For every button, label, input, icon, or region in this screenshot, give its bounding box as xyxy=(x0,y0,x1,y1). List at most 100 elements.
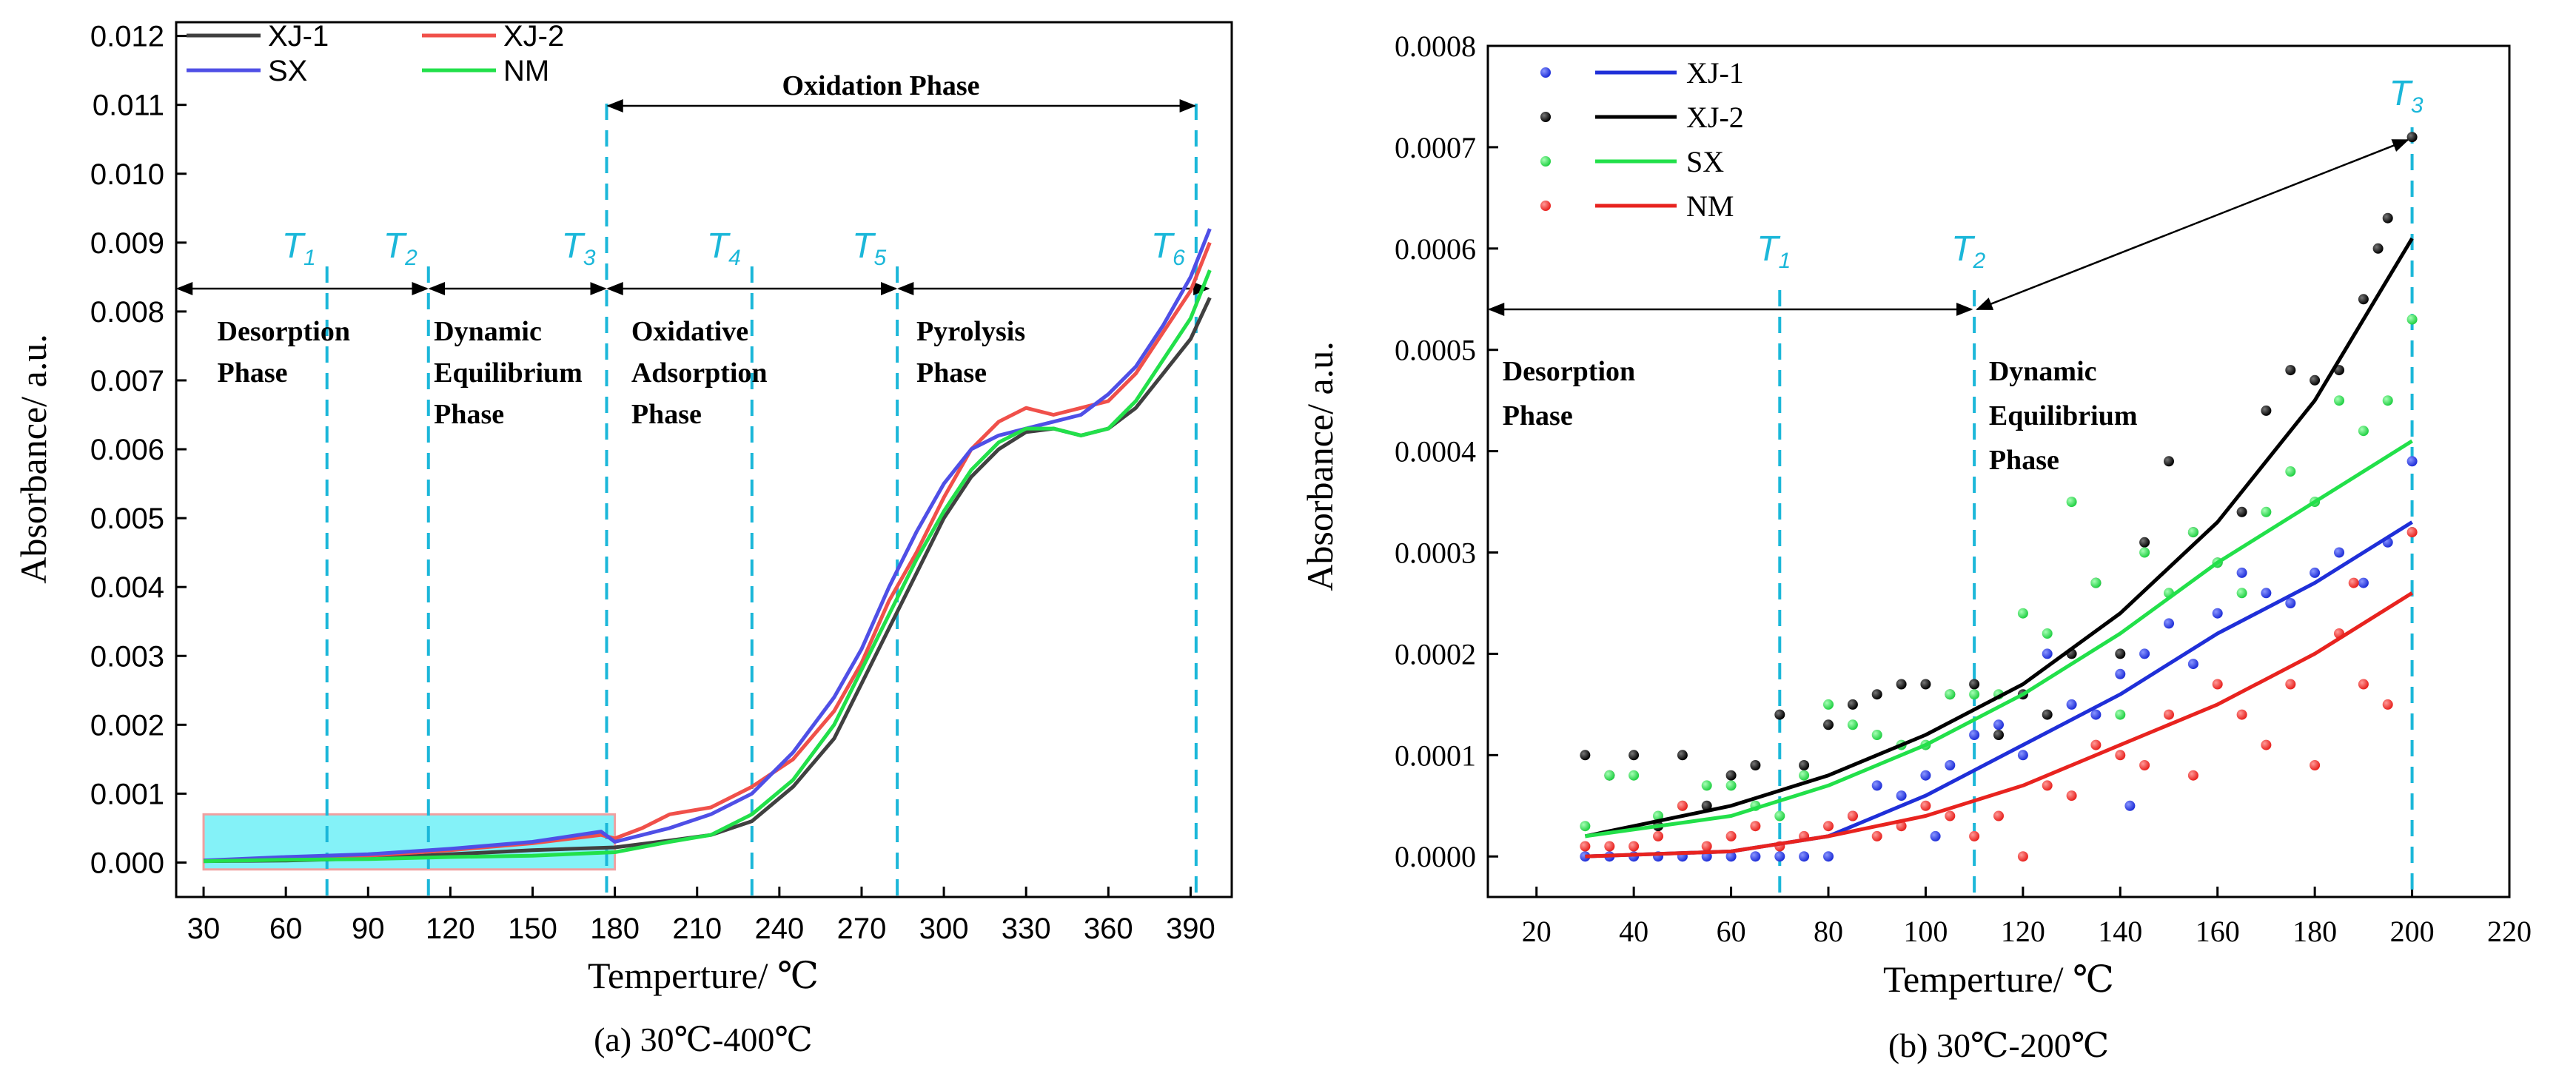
point-nm xyxy=(1993,810,2004,821)
panel-a-x-axis: 30 60 90 120 150 180 210 240 270 300 330 360 390 xyxy=(187,887,1215,945)
point-sx xyxy=(2042,628,2053,639)
y-tick-label: 0.0005 xyxy=(1395,334,1476,367)
y-tick-label: 0.009 xyxy=(90,227,164,260)
y-tick-label: 0.0004 xyxy=(1395,435,1476,468)
point-xj-1 xyxy=(2212,608,2223,619)
phase-label: Phase xyxy=(218,357,288,389)
point-sx xyxy=(1774,810,1785,821)
x-tick-label: 30 xyxy=(187,913,221,945)
legend-label-xj-2: XJ-2 xyxy=(503,20,564,53)
point-sx xyxy=(2187,527,2198,538)
stage-label-t5: T5 xyxy=(852,226,886,270)
point-xj-2 xyxy=(1847,699,1858,710)
x-tick-label: 240 xyxy=(754,913,804,945)
point-xj-2 xyxy=(2115,648,2126,659)
point-xj-2 xyxy=(2042,709,2053,720)
point-sx xyxy=(2017,608,2028,619)
stage-label-t4: T4 xyxy=(707,226,741,270)
point-nm xyxy=(1871,830,1882,841)
point-xj-2 xyxy=(1871,689,1882,700)
x-tick-label: 180 xyxy=(2292,915,2337,948)
panel-a-top-phase-label: Oxidation Phase xyxy=(782,70,979,101)
phase-label: Desorption xyxy=(1503,356,1635,387)
point-nm xyxy=(1920,800,1931,811)
point-xj-1 xyxy=(2406,456,2418,467)
point-nm xyxy=(2090,739,2102,750)
point-xj-1 xyxy=(1945,760,1956,770)
point-nm xyxy=(2382,699,2393,710)
panel-b-plot-frame xyxy=(1486,44,2511,898)
point-xj-1 xyxy=(1930,830,1941,841)
point-sx xyxy=(1847,719,1858,730)
phase-label: Oxidative xyxy=(631,316,748,347)
point-nm xyxy=(2236,709,2247,720)
legend-marker-xj-1 xyxy=(1540,67,1551,78)
panel-a: 0.000 0.001 0.002 0.003 0.004 0.005 0.006 0.007… xyxy=(13,20,1233,1058)
legend-marker-sx xyxy=(1540,156,1551,167)
point-xj-2 xyxy=(2261,405,2272,416)
point-sx xyxy=(1580,821,1591,832)
point-nm xyxy=(1701,841,1712,852)
point-xj-2 xyxy=(2406,132,2418,143)
point-sx xyxy=(1823,699,1834,710)
point-xj-2 xyxy=(2372,243,2384,254)
y-tick-label: 0.0003 xyxy=(1395,537,1476,570)
point-sx xyxy=(1701,780,1712,791)
x-tick-label: 20 xyxy=(1522,915,1552,948)
point-xj-2 xyxy=(1823,719,1834,730)
point-xj-2 xyxy=(1580,750,1591,761)
point-sx xyxy=(1871,730,1882,740)
x-tick-label: 200 xyxy=(2390,915,2435,948)
point-nm xyxy=(2285,679,2296,690)
point-sx xyxy=(2139,547,2150,558)
point-xj-1 xyxy=(2066,699,2077,710)
point-xj-1 xyxy=(2090,709,2102,720)
point-nm xyxy=(1629,841,1640,852)
point-xj-2 xyxy=(1774,709,1785,720)
point-xj-2 xyxy=(1750,760,1761,770)
point-xj-2 xyxy=(2139,537,2150,548)
series-line-nm xyxy=(203,269,1212,864)
legend-label-xj-1: XJ-1 xyxy=(1686,56,1744,90)
x-tick-label: 360 xyxy=(1084,913,1133,945)
point-sx xyxy=(1725,780,1737,791)
point-nm xyxy=(1653,830,1663,841)
y-tick-label: 0.0002 xyxy=(1395,637,1476,671)
point-xj-1 xyxy=(2042,648,2053,659)
point-sx xyxy=(2358,426,2369,437)
series-line-sx xyxy=(203,228,1212,863)
point-nm xyxy=(1896,821,1907,832)
legend-label-sx: SX xyxy=(1686,145,1724,178)
y-tick-label: 0.001 xyxy=(90,778,164,810)
panel-a-phase-arrows xyxy=(175,99,1210,295)
y-tick-label: 0.006 xyxy=(90,434,164,466)
point-sx xyxy=(2115,709,2126,720)
panel-a-stage-lines: T1 T2 T3 T4 T5 T6 xyxy=(282,104,1198,897)
point-sx xyxy=(2261,506,2272,517)
panel-b-y-axis-label: Absorbance/ a.u. xyxy=(1299,341,1341,591)
fit-curve-nm xyxy=(1585,591,2413,858)
point-nm xyxy=(1750,821,1761,832)
panel-a-plot-frame xyxy=(175,21,1233,898)
y-tick-label: 0.000 xyxy=(90,847,164,879)
x-tick-label: 330 xyxy=(1002,913,1051,945)
panel-a-y-axis-label: Absorbance/ a.u. xyxy=(13,334,54,583)
point-xj-2 xyxy=(2164,456,2174,467)
point-nm xyxy=(2348,577,2359,588)
panel-b-fit-curves xyxy=(1584,237,2414,858)
stage-label-t6: T6 xyxy=(1151,226,1185,270)
point-xj-1 xyxy=(2187,659,2198,670)
phase-label: Phase xyxy=(434,399,504,430)
point-xj-1 xyxy=(1823,851,1834,862)
point-xj-1 xyxy=(1725,851,1737,862)
phase-label: Adsorption xyxy=(631,357,768,389)
point-nm xyxy=(2017,851,2028,862)
legend-label-sx: SX xyxy=(268,55,307,87)
point-xj-1 xyxy=(1774,851,1785,862)
point-sx xyxy=(2382,395,2393,406)
fit-curve-sx xyxy=(1585,439,2413,839)
point-xj-2 xyxy=(1701,800,1712,811)
point-sx xyxy=(1799,770,1810,781)
point-nm xyxy=(2212,679,2223,690)
